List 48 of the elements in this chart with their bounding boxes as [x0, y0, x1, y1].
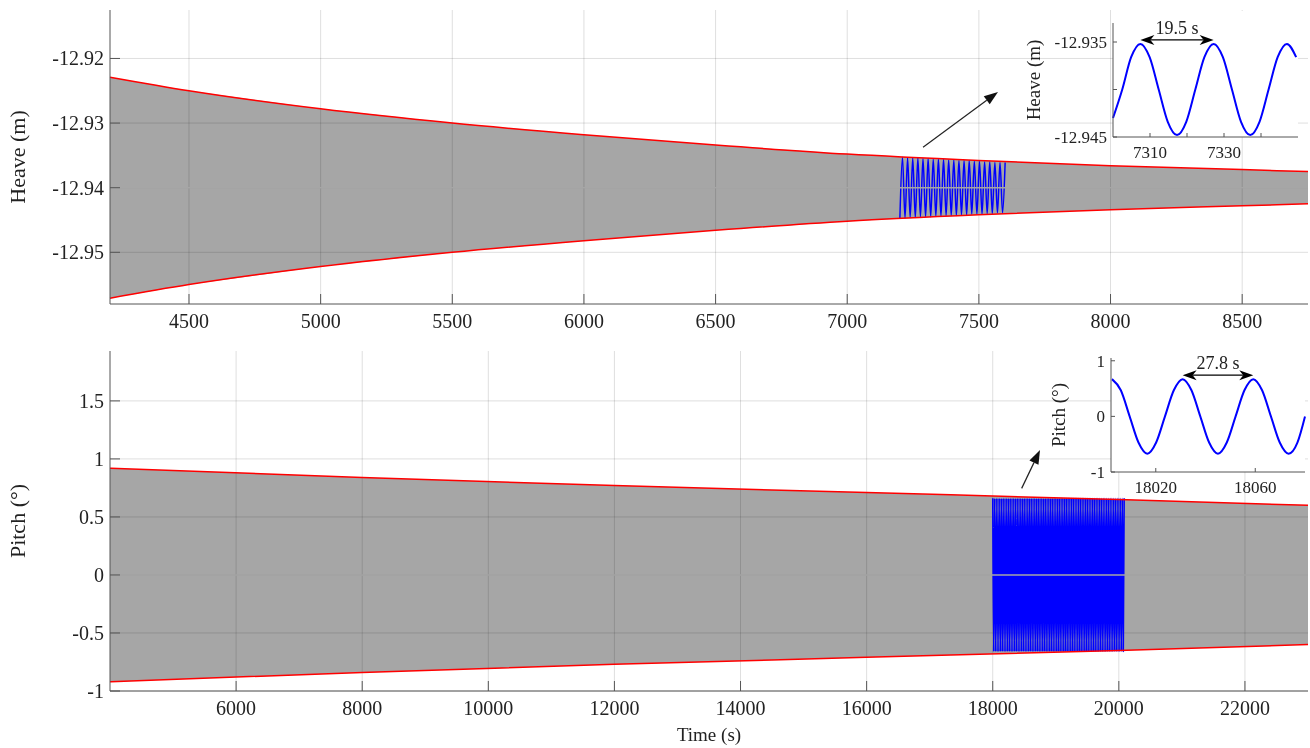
- x-tick-label: 16000: [841, 697, 892, 719]
- line-series: [899, 156, 1006, 219]
- y-tick-label: 0.5: [79, 505, 104, 528]
- y-axis-title: Heave (m): [1023, 39, 1045, 121]
- line-series: [109, 643, 1309, 683]
- y-axis-title: Pitch (°): [1048, 382, 1070, 448]
- y-tick-label: -12.95: [52, 241, 104, 264]
- line-series: [109, 467, 1309, 507]
- x-tick-label: 8000: [342, 697, 383, 719]
- y-tick-label: -12.92: [52, 47, 104, 70]
- x-tick-label: 4500: [168, 310, 209, 332]
- y-axis-title: Heave (m): [5, 110, 30, 204]
- x-tick-label: 5500: [432, 310, 473, 332]
- line-series: [109, 203, 1309, 299]
- x-tick-label: 12000: [589, 697, 640, 719]
- x-tick-label: 14000: [715, 697, 766, 719]
- x-tick-label: 7000: [827, 310, 868, 332]
- x-tick-label: 8000: [1090, 310, 1131, 332]
- x-tick-label: 7500: [958, 310, 999, 332]
- x-tick-label: 6500: [695, 310, 736, 332]
- x-tick-label: 18020: [1134, 478, 1178, 497]
- x-tick-label: 6000: [216, 697, 257, 719]
- y-tick-label: 0: [1096, 407, 1105, 427]
- y-tick-label: -12.94: [52, 176, 104, 199]
- y-tick-label: -1: [87, 680, 104, 702]
- x-tick-label: 20000: [1093, 697, 1144, 719]
- annotation: 19.5 s: [1155, 17, 1199, 38]
- x-tick-label: 8500: [1222, 310, 1263, 332]
- x-axis-title: Time (s): [676, 724, 742, 746]
- x-tick-label: 7330: [1207, 143, 1241, 162]
- y-axis-title: Pitch (°): [5, 483, 30, 559]
- x-tick-label: 5000: [300, 310, 341, 332]
- y-tick-label: -0.5: [72, 621, 104, 644]
- y-tick-label: -12.945: [1054, 127, 1107, 147]
- y-tick-label: -12.935: [1054, 32, 1107, 52]
- x-tick-label: 18060: [1234, 478, 1277, 497]
- x-tick-label: 22000: [1219, 697, 1270, 719]
- x-tick-label: 10000: [463, 697, 514, 719]
- x-tick-label: 6000: [563, 310, 604, 332]
- x-tick-label: 18000: [967, 697, 1018, 719]
- y-tick-label: 0: [94, 563, 104, 586]
- y-tick-label: -1: [1090, 462, 1105, 482]
- y-tick-label: 1: [1096, 351, 1105, 371]
- y-tick-label: 1.5: [79, 389, 104, 412]
- annotation: 27.8 s: [1196, 353, 1240, 374]
- x-tick-label: 7310: [1133, 143, 1167, 162]
- y-tick-label: 1: [94, 447, 104, 470]
- y-tick-label: -12.93: [52, 112, 104, 135]
